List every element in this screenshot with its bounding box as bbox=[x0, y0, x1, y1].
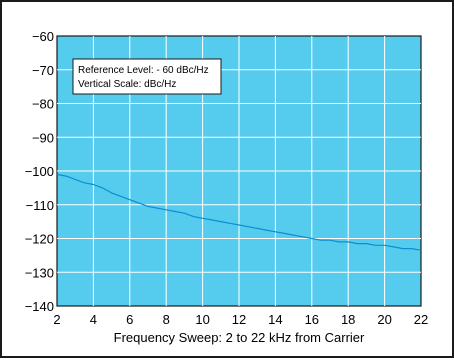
y-tick-label: −80 bbox=[32, 97, 54, 112]
y-tick-label: −70 bbox=[32, 63, 54, 78]
y-tick-label: −110 bbox=[26, 198, 54, 213]
annotation-line-reference-level: Reference Level: - 60 dBc/Hz bbox=[78, 65, 209, 76]
series-line bbox=[56, 173, 422, 251]
x-tick-label: 10 bbox=[195, 312, 209, 327]
grid bbox=[57, 36, 421, 306]
annotation-line-vertical-scale: Vertical Scale: dBc/Hz bbox=[78, 79, 176, 90]
x-tick-label: 20 bbox=[377, 312, 391, 327]
y-tick-label: −60 bbox=[32, 29, 54, 44]
annotation-frame bbox=[72, 58, 222, 95]
y-tick-label: −100 bbox=[25, 164, 54, 179]
x-axis-label: Frequency Sweep: 2 to 22 kHz from Carrie… bbox=[114, 330, 365, 345]
x-tick-label: 8 bbox=[163, 312, 170, 327]
x-tick-label: 2 bbox=[53, 312, 60, 327]
x-tick-label: 16 bbox=[305, 312, 319, 327]
x-tick-label: 4 bbox=[90, 312, 97, 327]
y-tick-label: −120 bbox=[25, 232, 54, 247]
y-axis-ticks: −60 −70 −80 −90 −100 −110 −120 −130 −140 bbox=[25, 29, 54, 314]
x-tick-label: 6 bbox=[126, 312, 133, 327]
x-tick-label: 22 bbox=[414, 312, 428, 327]
y-tick-label: −90 bbox=[32, 130, 54, 145]
y-tick-label: −140 bbox=[25, 299, 54, 314]
x-tick-label: 12 bbox=[232, 312, 246, 327]
annotation-box: Reference Level: - 60 dBc/Hz Vertical Sc… bbox=[72, 58, 222, 95]
x-tick-label: 14 bbox=[268, 312, 282, 327]
x-axis-ticks: 2 4 6 8 10 12 14 16 18 20 22 bbox=[53, 312, 428, 327]
series-layer bbox=[56, 173, 422, 251]
y-tick-label: −130 bbox=[25, 265, 54, 280]
x-tick-label: 18 bbox=[341, 312, 355, 327]
